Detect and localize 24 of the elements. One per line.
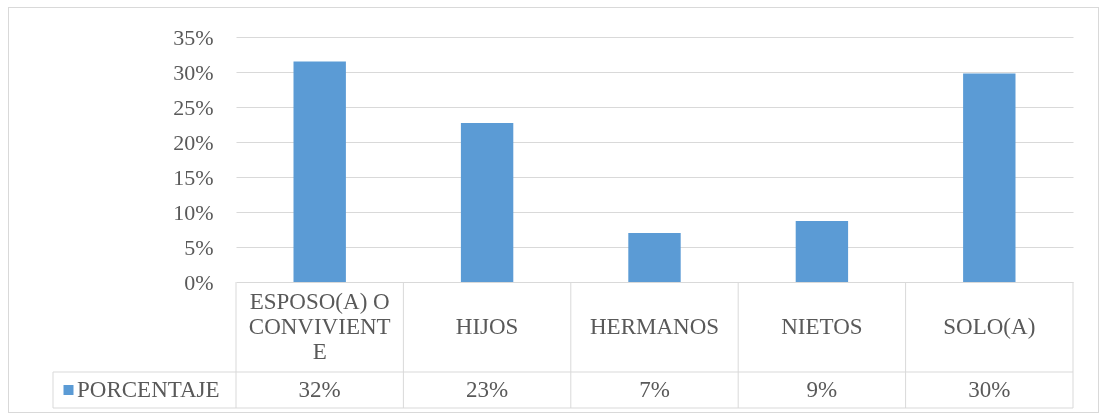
data-label: 7% — [639, 377, 670, 402]
bar — [628, 233, 681, 282]
y-tick-label: 15% — [173, 164, 214, 190]
data-label: 23% — [466, 377, 509, 402]
y-tick-label: 30% — [173, 59, 214, 85]
x-tick-label: NIETOS — [781, 314, 863, 339]
bar — [963, 73, 1016, 282]
bar — [460, 123, 514, 282]
y-tick-label: 5% — [184, 234, 214, 260]
y-tick-label: 20% — [173, 129, 214, 155]
y-tick-label: 10% — [173, 199, 214, 225]
x-tick-label: ESPOSO(A) O CONVIVIENTE — [248, 289, 391, 364]
y-tick-label: 0% — [184, 269, 214, 295]
x-tick-label: HIJOS — [455, 314, 519, 339]
data-label: 9% — [806, 377, 838, 402]
x-tick-label: HERMANOS — [589, 314, 720, 339]
data-label: 32% — [298, 377, 341, 402]
y-tick-label: 35% — [173, 24, 214, 50]
bar — [293, 61, 346, 282]
y-tick-label: 25% — [173, 94, 214, 120]
bar — [795, 221, 849, 282]
legend-label: PORCENTAJE — [77, 377, 220, 402]
data-label: 30% — [968, 377, 1011, 402]
x-tick-label: SOLO(A) — [943, 314, 1036, 339]
